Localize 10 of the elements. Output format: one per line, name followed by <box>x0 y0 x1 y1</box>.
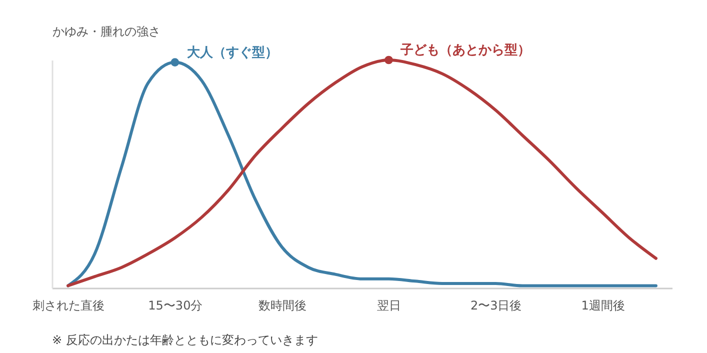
x-tick-label: 1週間後 <box>581 298 625 312</box>
x-tick-label: 15〜30分 <box>148 298 203 312</box>
x-tick-label: 翌日 <box>377 298 402 312</box>
x-tick-label: 数時間後 <box>258 298 306 312</box>
series-label: 大人（すぐ型） <box>186 45 278 60</box>
x-tick-label: 2〜3日後 <box>470 298 522 312</box>
series-label: 子ども（あとから型） <box>400 43 531 58</box>
y-axis-title: かゆみ・腫れの強さ <box>52 24 160 38</box>
text: ※ 反応の出かたは年齢とともに変わっていきます <box>52 333 318 347</box>
x-tick-label: 刺された直後 <box>32 298 105 312</box>
